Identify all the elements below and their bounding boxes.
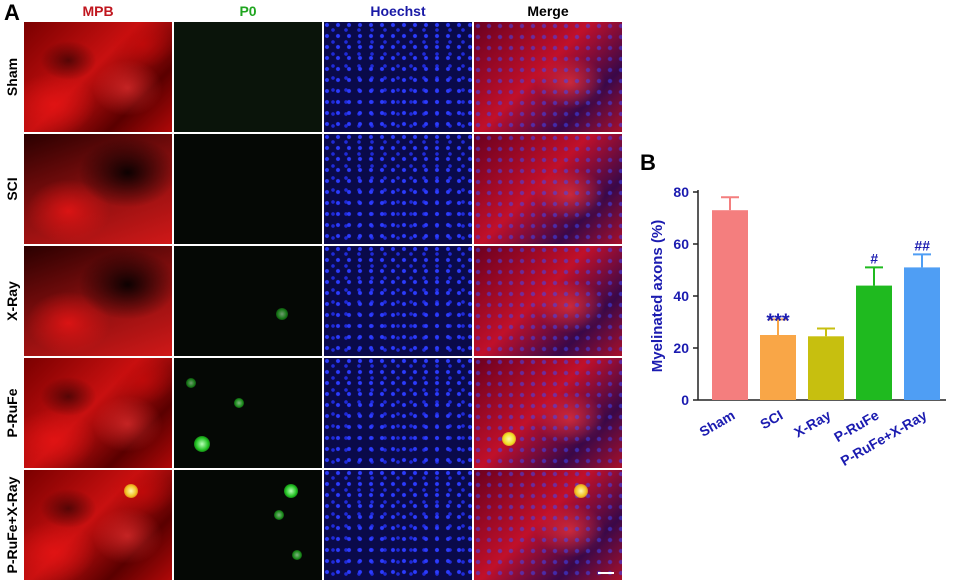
bar-x-ray bbox=[808, 336, 844, 400]
micrograph-sci-mpb bbox=[24, 134, 172, 244]
micrograph-prufe-p0 bbox=[174, 358, 322, 468]
micrograph-prufe-xray-p0 bbox=[174, 470, 322, 580]
micrograph-sham-merge bbox=[474, 22, 622, 132]
micrograph-xray-p0 bbox=[174, 246, 322, 356]
y-tick-label: 0 bbox=[681, 392, 689, 408]
bar-sham bbox=[712, 210, 748, 400]
x-tick-label: Sham bbox=[696, 407, 737, 440]
y-tick-label: 20 bbox=[673, 340, 689, 356]
micrograph-sci-merge bbox=[474, 134, 622, 244]
micrograph-prufe-hoechst bbox=[324, 358, 472, 468]
bar-chart: 0 20 40 60 80 Myelinated axons (%) Sham *** SCI X… bbox=[649, 184, 946, 469]
column-header-mpb: MPB bbox=[82, 3, 114, 19]
merge-signal-spot bbox=[574, 484, 588, 498]
row-label-xray: X-Ray bbox=[4, 281, 20, 321]
micrograph-sham-hoechst bbox=[324, 22, 472, 132]
y-tick-label: 80 bbox=[673, 184, 689, 200]
row-label-prufe: P-RuFe bbox=[4, 388, 20, 438]
micrograph-grid bbox=[24, 22, 624, 582]
micrograph-prufe-mpb bbox=[24, 358, 172, 468]
micrograph-xray-mpb bbox=[24, 246, 172, 356]
p0-signal-spot bbox=[274, 510, 284, 520]
column-header-p0: P0 bbox=[239, 3, 257, 19]
x-tick-label: SCI bbox=[757, 407, 785, 433]
micrograph-prufe-xray-mpb bbox=[24, 470, 172, 580]
scale-bar bbox=[598, 572, 614, 574]
bar-p-rufe bbox=[856, 285, 892, 400]
micrograph-sci-p0 bbox=[174, 134, 322, 244]
column-header-merge: Merge bbox=[527, 3, 569, 19]
significance-annotation: # bbox=[870, 250, 878, 266]
micrograph-sham-p0 bbox=[174, 22, 322, 132]
row-label-sham: Sham bbox=[4, 57, 20, 97]
p0-signal-spot bbox=[292, 550, 302, 560]
significance-annotation: ## bbox=[914, 237, 930, 253]
column-header-hoechst: Hoechst bbox=[370, 3, 426, 19]
micrograph-prufe-merge bbox=[474, 358, 622, 468]
micrograph-sham-mpb bbox=[24, 22, 172, 132]
p0-signal-spot bbox=[234, 398, 244, 408]
p0-signal-spot bbox=[284, 484, 298, 498]
micrograph-xray-merge bbox=[474, 246, 622, 356]
y-tick-label: 40 bbox=[673, 288, 689, 304]
p0-signal-spot bbox=[194, 436, 210, 452]
mpb-signal-spot bbox=[124, 484, 138, 498]
micrograph-xray-hoechst bbox=[324, 246, 472, 356]
y-tick-label: 60 bbox=[673, 236, 689, 252]
row-label-sci: SCI bbox=[4, 177, 20, 201]
row-label-prufe-xray: P-RuFe+X-Ray bbox=[4, 476, 20, 574]
bar-p-rufe-x-ray bbox=[904, 267, 940, 400]
micrograph-sci-hoechst bbox=[324, 134, 472, 244]
panel-b-letter: B bbox=[640, 150, 656, 175]
micrograph-prufe-xray-merge bbox=[474, 470, 622, 580]
merge-signal-spot bbox=[502, 432, 516, 446]
bar-sci bbox=[760, 335, 796, 400]
micrograph-prufe-xray-hoechst bbox=[324, 470, 472, 580]
panel-a-letter: A bbox=[4, 0, 20, 25]
p0-signal-spot bbox=[186, 378, 196, 388]
y-axis-label: Myelinated axons (%) bbox=[649, 220, 666, 373]
significance-annotation: *** bbox=[766, 310, 790, 332]
x-tick-label: X-Ray bbox=[791, 407, 834, 441]
p0-signal-spot bbox=[276, 308, 288, 320]
